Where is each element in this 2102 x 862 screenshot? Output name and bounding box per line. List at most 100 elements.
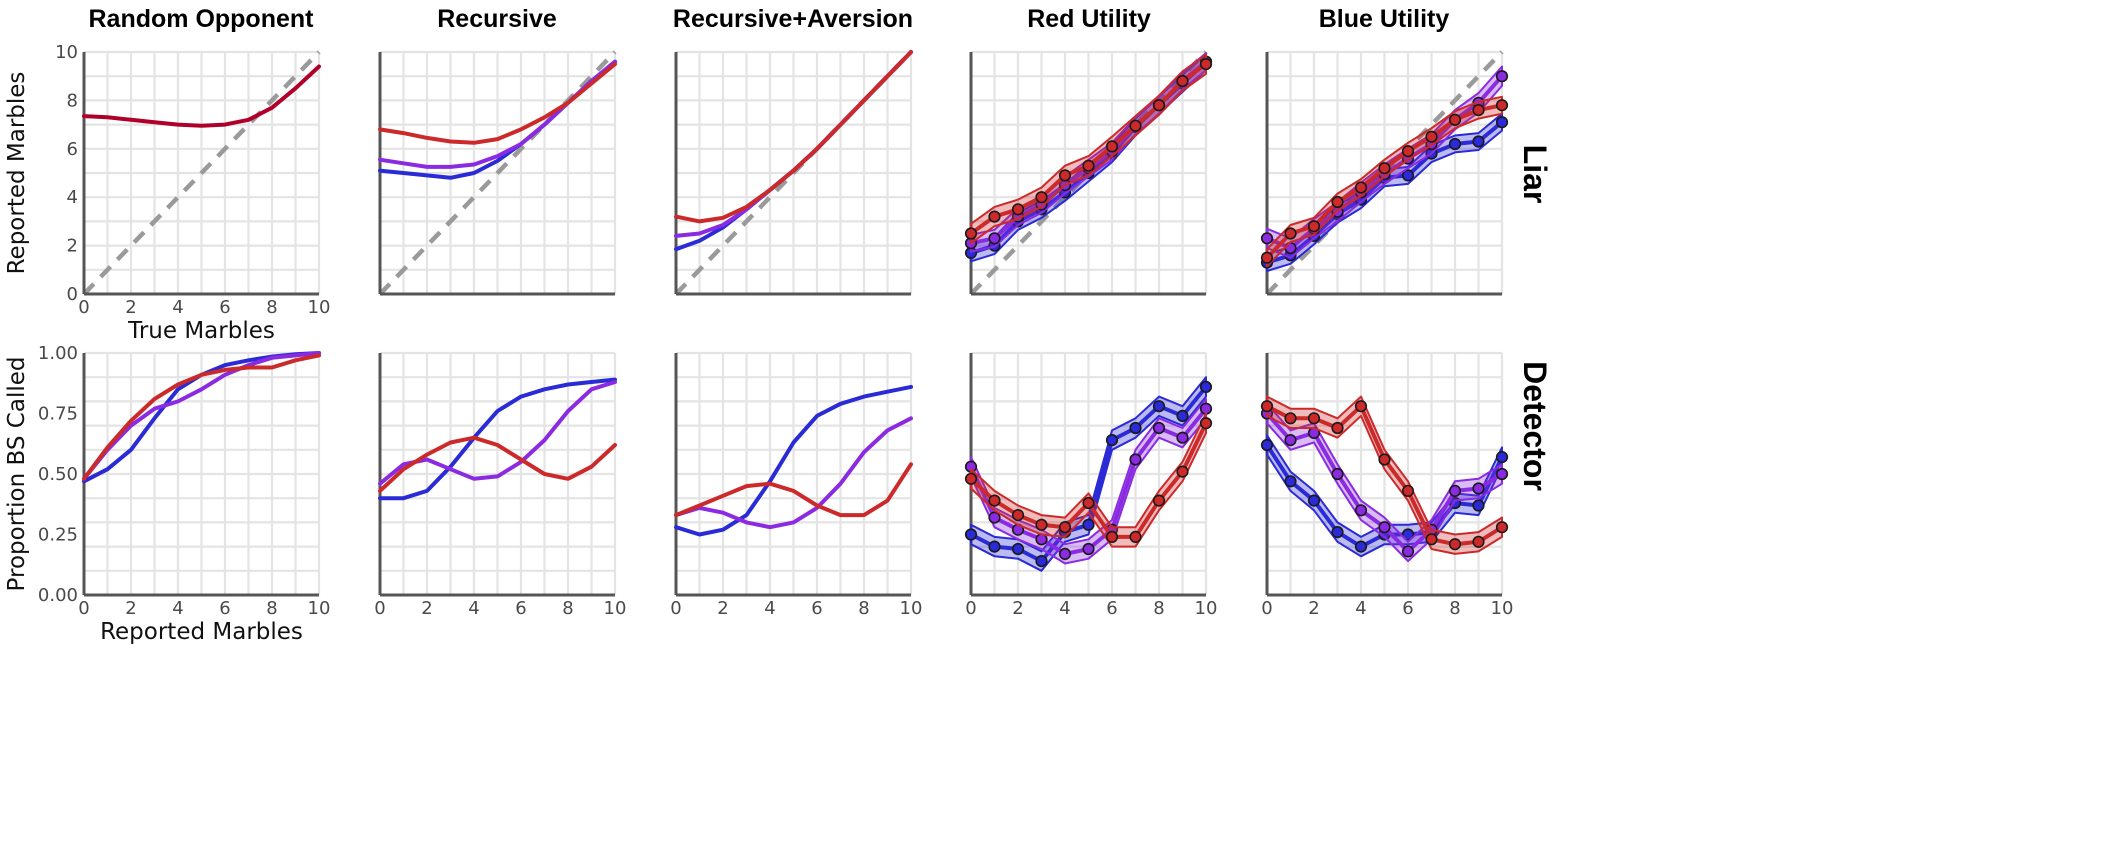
data-point-red bbox=[1354, 400, 1368, 413]
panel-r0c1 bbox=[378, 50, 617, 296]
data-point-blue bbox=[1129, 421, 1142, 435]
x-tick-label: 6 bbox=[811, 598, 822, 619]
data-point-purple bbox=[1448, 484, 1462, 498]
data-point-red bbox=[988, 494, 1001, 507]
series-red bbox=[964, 53, 1213, 245]
x-tick-label: 4 bbox=[172, 297, 183, 318]
series-blue bbox=[674, 384, 913, 537]
y-tick-label: 10 bbox=[55, 42, 78, 63]
column-title-red-utility: Red Utility bbox=[1027, 5, 1151, 33]
panel-r1c4: 0 2 4 6 8 10 bbox=[1260, 351, 1514, 619]
series-red bbox=[674, 462, 913, 518]
y-axis-title: Reported Marbles bbox=[4, 72, 30, 275]
data-point-purple bbox=[988, 232, 1001, 245]
data-point-red bbox=[1378, 162, 1391, 175]
x-tick-label: 4 bbox=[172, 598, 183, 619]
x-tick-label: 4 bbox=[764, 598, 775, 619]
data-point-red bbox=[1448, 538, 1462, 551]
x-tick-label: 10 bbox=[1491, 598, 1514, 619]
data-point-red bbox=[1284, 412, 1297, 425]
series-line-red bbox=[674, 462, 913, 518]
x-tick-label: 8 bbox=[266, 297, 277, 318]
x-tick-label: 0 bbox=[78, 598, 89, 619]
figure: Random Opponent Recursive Recursive+Aver… bbox=[4, 5, 1553, 644]
data-point-red bbox=[1176, 465, 1189, 478]
x-tick-label: 6 bbox=[219, 598, 230, 619]
x-tick-label: 2 bbox=[125, 297, 136, 318]
y-tick-label: 4 bbox=[67, 187, 78, 208]
data-point-red bbox=[1058, 169, 1072, 182]
x-tick-label: 4 bbox=[1355, 598, 1366, 619]
gridlines bbox=[676, 351, 913, 595]
x-tick-label: 8 bbox=[1153, 598, 1164, 619]
panel-r1c2: 0 2 4 6 8 10 bbox=[670, 351, 922, 619]
series-red bbox=[82, 353, 321, 481]
data-point-purple bbox=[1401, 545, 1415, 558]
series-line-red bbox=[378, 62, 617, 145]
series-line-red bbox=[674, 50, 913, 224]
y-tick-label: 1.00 bbox=[38, 343, 78, 364]
data-point-red bbox=[964, 227, 978, 240]
data-point-blue bbox=[1152, 400, 1166, 413]
panel-r1c0: 0 2 4 6 8 10 0.00 0.25 0.50 0.75 1.00 Reported Marb… bbox=[4, 343, 330, 644]
data-point-blue bbox=[1354, 540, 1368, 553]
data-point-red bbox=[1035, 518, 1048, 531]
data-point-purple bbox=[1331, 467, 1344, 481]
data-point-red bbox=[1354, 181, 1368, 194]
data-point-purple bbox=[1129, 453, 1142, 466]
data-point-purple bbox=[1284, 434, 1297, 447]
series-blue bbox=[964, 376, 1213, 572]
data-point-purple bbox=[1378, 521, 1391, 534]
y-tick-label: 0 bbox=[67, 284, 78, 305]
data-point-purple bbox=[988, 511, 1001, 524]
data-point-red bbox=[1129, 119, 1142, 132]
panel-r0c3 bbox=[964, 50, 1213, 296]
row-label-detector: Detector bbox=[1517, 361, 1553, 491]
data-point-blue bbox=[1307, 494, 1321, 507]
data-point-red bbox=[1331, 421, 1344, 435]
data-point-red bbox=[1105, 530, 1119, 544]
x-tick-label: 0 bbox=[374, 598, 385, 619]
x-tick-label: 8 bbox=[266, 598, 277, 619]
x-tick-label: 2 bbox=[125, 598, 136, 619]
column-titles: Random Opponent Recursive Recursive+Aver… bbox=[89, 5, 1450, 33]
data-point-red bbox=[1176, 74, 1189, 88]
series-red bbox=[674, 50, 913, 224]
data-point-blue bbox=[1082, 518, 1095, 531]
series-line-purple bbox=[82, 351, 321, 481]
series-blue bbox=[378, 377, 617, 501]
y-tick-label: 2 bbox=[67, 236, 78, 257]
series-red bbox=[378, 62, 617, 145]
data-point-red bbox=[1082, 159, 1095, 172]
data-point-red bbox=[1495, 521, 1509, 534]
data-point-purple bbox=[1058, 547, 1072, 561]
data-point-red bbox=[1401, 484, 1415, 498]
data-point-red bbox=[1307, 220, 1321, 233]
x-tick-label: 0 bbox=[670, 598, 681, 619]
data-point-blue bbox=[1284, 475, 1297, 488]
data-point-purple bbox=[1176, 431, 1189, 444]
panel-r0c2 bbox=[674, 50, 913, 296]
data-point-blue bbox=[1401, 169, 1415, 182]
data-point-red bbox=[1331, 195, 1344, 209]
x-tick-label: 8 bbox=[1449, 598, 1460, 619]
data-point-purple bbox=[1260, 232, 1274, 245]
data-point-blue bbox=[1105, 434, 1119, 447]
x-tick-label: 10 bbox=[308, 598, 331, 619]
data-point-red bbox=[1425, 533, 1438, 546]
data-point-red bbox=[988, 210, 1001, 223]
series-red bbox=[378, 435, 617, 493]
x-tick-label: 2 bbox=[1012, 598, 1023, 619]
x-tick-label: 6 bbox=[1402, 598, 1413, 619]
series-purple bbox=[82, 351, 321, 481]
x-tick-label: 2 bbox=[421, 598, 432, 619]
data-point-red bbox=[1472, 103, 1485, 117]
x-tick-label: 8 bbox=[562, 598, 573, 619]
data-point-red bbox=[1082, 496, 1095, 510]
x-tick-label: 0 bbox=[1261, 598, 1272, 619]
data-point-purple bbox=[1082, 542, 1095, 556]
row-labels: Liar Detector bbox=[1517, 145, 1553, 491]
panel-r1c3: 0 2 4 6 8 10 bbox=[964, 351, 1217, 619]
x-axis-title: True Marbles bbox=[127, 318, 275, 344]
data-point-red bbox=[1401, 145, 1415, 158]
